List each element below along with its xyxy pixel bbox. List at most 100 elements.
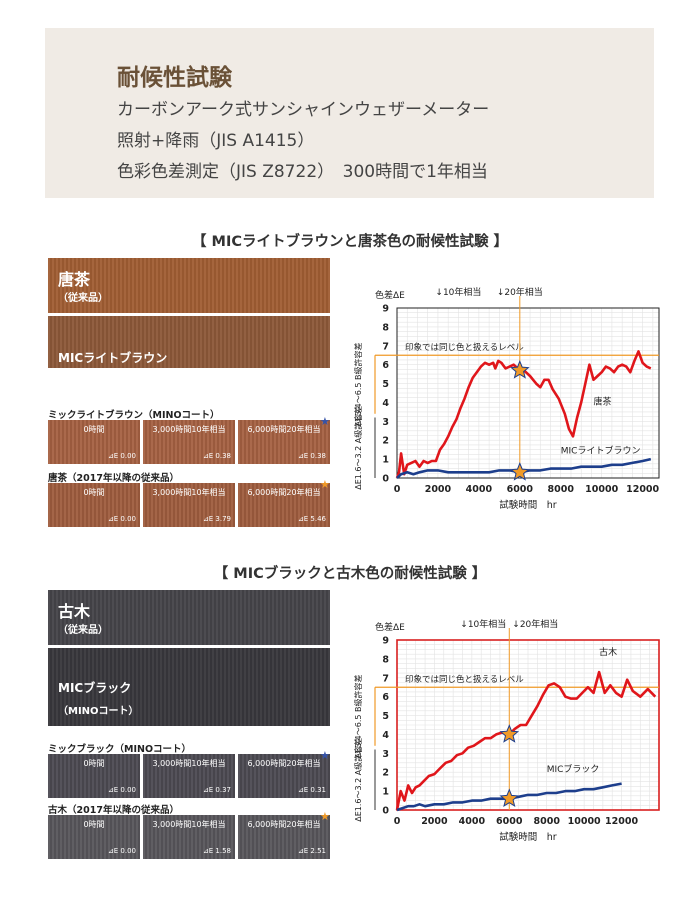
section-2-title: 【 MICブラックと古木色の耐候性試験 】 [213, 566, 487, 582]
panel-1-top-name: 唐茶 [58, 270, 91, 289]
band-label-a: ΔE1.6〜3.2 A級許容差 [353, 738, 363, 822]
chart-1: 0 1 2 3 4 5 6 7 8 9 0 2000 4000 6000 8000 10000 12000 色差Δ… [353, 286, 660, 511]
grid-2b-label: 古木（2017年以降の従来品） [48, 805, 179, 816]
tile-duration: 6,000時間20年相当 [247, 820, 321, 829]
marker-label: ↓20年相当 [497, 286, 543, 298]
y-axis-label: 色差ΔE [375, 621, 405, 633]
wood-panel-2-bottom [48, 648, 330, 726]
panel-1-bottom-sub: （MINOコート） [58, 378, 139, 389]
x-tick-label: 2000 [421, 816, 448, 827]
panel-2-top-name: 古木 [58, 602, 91, 621]
x-tick-label: 0 [394, 816, 401, 827]
panel-2-top-sub: （従来品） [58, 625, 108, 636]
x-tick-label: 6000 [507, 484, 534, 495]
x-tick-label: 10000 [568, 816, 601, 827]
x-tick-label: 12000 [626, 484, 659, 495]
tile-delta-e: ⊿E 0.37 [202, 786, 231, 794]
header-line-3: 色彩色差測定（JIS Z8722） 300時間で1年相当 [117, 162, 488, 182]
band-label-a: ΔE1.6〜3.2 A級許容差 [353, 406, 363, 490]
x-tick-label: 10000 [585, 484, 618, 495]
y-tick-label: 9 [382, 636, 389, 647]
header-line-2: 照射+降雨（JIS A1415） [117, 131, 315, 151]
star-icon [510, 461, 530, 481]
marker-label: ↓10年相当 [460, 618, 506, 630]
sample-tile: 6,000時間20年相当 ⊿E 2.51 [238, 815, 330, 859]
x-tick-label: 8000 [548, 484, 575, 495]
tile-delta-e: ⊿E 1.58 [202, 847, 231, 855]
tile-duration: 0時間 [83, 425, 105, 434]
star-icon: ★ [320, 478, 330, 491]
sample-tile: 3,000時間10年相当 ⊿E 1.58 [143, 815, 235, 859]
sample-tile: 0時間 ⊿E 0.00 [48, 754, 140, 798]
x-axis-label: 試験時間 hr [499, 831, 557, 843]
tile-delta-e: ⊿E 0.38 [297, 452, 326, 460]
x-tick-label: 4000 [459, 816, 486, 827]
sample-tile: 6,000時間20年相当 ⊿E 0.38 [238, 420, 330, 464]
wood-panel-1: 唐茶 （従来品） MICライトブラウン （MINOコート） [48, 258, 330, 389]
tile-duration: 6,000時間20年相当 [247, 759, 321, 768]
y-tick-label: 2 [382, 768, 389, 779]
header-line-1: カーボンアーク式サンシャインウェザーメーター [117, 100, 490, 120]
plot-frame [396, 307, 660, 479]
star-icon [499, 788, 520, 807]
x-tick-label: 0 [394, 484, 401, 495]
y-tick-label: 7 [382, 673, 389, 684]
tile-duration: 6,000時間20年相当 [247, 425, 321, 434]
band-label-b: ΔE3.4〜6.5 B級許容差 [353, 342, 363, 426]
sample-tile: 0時間 ⊿E 0.00 [48, 815, 140, 859]
series-label: 古木 [599, 646, 617, 658]
panel-1-bottom-name: MICライトブラウン [58, 351, 168, 365]
y-tick-label: 5 [382, 379, 389, 390]
x-tick-label: 8000 [533, 816, 560, 827]
panel-1-top-sub: （従来品） [58, 293, 108, 304]
chart-2: 0 1 2 3 4 5 6 7 8 9 0 2000 4000 6000 8000 10000 12000 色差Δ… [353, 618, 660, 843]
marker-label: ↓10年相当 [435, 286, 481, 298]
sample-tile: 6,000時間20年相当 ⊿E 5.46 [238, 483, 330, 527]
tile-duration: 3,000時間10年相当 [152, 425, 226, 434]
tile-delta-e: ⊿E 0.31 [297, 786, 326, 794]
header-box: 耐候性試験 カーボンアーク式サンシャインウェザーメーター 照射+降雨（JIS A… [45, 28, 654, 198]
tile-delta-e: ⊿E 0.00 [107, 515, 136, 523]
x-axis-label: 試験時間 hr [499, 499, 557, 511]
series-label: MICライトブラウン [561, 444, 641, 456]
grid-1a-label: ミックライトブラウン（MINOコート） [48, 410, 220, 421]
series-line [395, 350, 652, 479]
star-icon [499, 724, 520, 743]
star-icon: ★ [320, 415, 330, 428]
wood-panel-2: 古木 （従来品） MICブラック （MINOコート） [48, 590, 330, 726]
x-tick-label: 2000 [425, 484, 452, 495]
y-tick-label: 2 [382, 436, 389, 447]
sample-tile: 0時間 ⊿E 0.00 [48, 420, 140, 464]
threshold-label: 印象では同じ色と扱えるレベル [405, 342, 524, 353]
y-tick-label: 0 [382, 474, 389, 485]
series-line [395, 670, 657, 811]
series-label: 唐茶 [594, 395, 612, 407]
series-label: MICブラック [547, 763, 600, 775]
sample-tile: 6,000時間20年相当 ⊿E 0.31 [238, 754, 330, 798]
y-tick-label: 9 [382, 304, 389, 315]
grid-1b-label: 唐茶（2017年以降の従来品） [48, 473, 179, 484]
y-tick-label: 4 [382, 398, 389, 409]
x-tick-label: 4000 [466, 484, 493, 495]
tile-delta-e: ⊿E 0.38 [202, 452, 231, 460]
grid-2a-label: ミックブラック（MINOコート） [48, 744, 192, 755]
tile-delta-e: ⊿E 0.00 [107, 847, 136, 855]
y-tick-label: 5 [382, 711, 389, 722]
wood-panel-1-bottom [48, 316, 330, 368]
page-title: 耐候性試験 [117, 65, 232, 91]
star-icon: ★ [320, 749, 330, 762]
sample-tile: 3,000時間10年相当 ⊿E 0.38 [143, 420, 235, 464]
sample-tile: 3,000時間10年相当 ⊿E 3.79 [143, 483, 235, 527]
wood-panel-2-top [48, 590, 330, 645]
tile-delta-e: ⊿E 0.00 [107, 786, 136, 794]
tile-duration: 3,000時間10年相当 [152, 488, 226, 497]
y-tick-label: 3 [382, 417, 389, 428]
tile-duration: 0時間 [83, 759, 105, 768]
y-tick-label: 1 [382, 787, 389, 798]
tile-duration: 6,000時間20年相当 [247, 488, 321, 497]
y-tick-label: 7 [382, 341, 389, 352]
y-axis-label: 色差ΔE [375, 289, 405, 301]
y-tick-label: 8 [382, 322, 389, 333]
y-tick-label: 1 [382, 455, 389, 466]
x-tick-label: 12000 [605, 816, 638, 827]
